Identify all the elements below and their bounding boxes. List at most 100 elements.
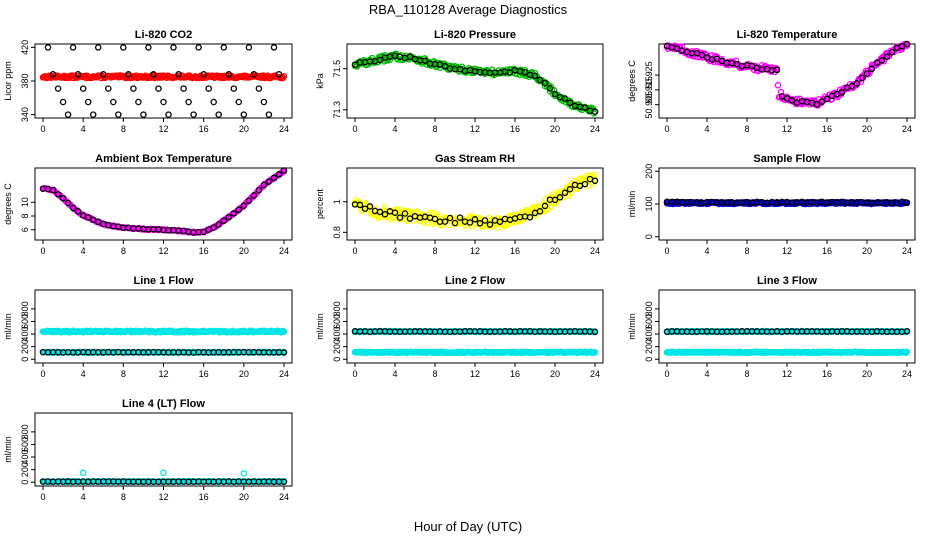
x-tick-label: 16 (510, 246, 520, 256)
data-point (135, 98, 142, 106)
data-point (838, 89, 846, 96)
data-point (240, 111, 248, 118)
data-point (84, 98, 92, 106)
data-point (361, 205, 369, 212)
series-2 (351, 52, 599, 115)
y-tick-label: 0 (644, 357, 654, 362)
data-point (481, 217, 489, 224)
data-point (235, 206, 243, 213)
data-point (130, 85, 137, 92)
y-tick-label: 100 (644, 196, 654, 211)
data-point (215, 221, 222, 228)
data-point (280, 328, 288, 335)
x-tick-label: 16 (822, 369, 832, 379)
y-tick-label: 50.915 (644, 76, 654, 104)
y-tick-label: 400 (644, 327, 654, 342)
data-point (275, 171, 283, 178)
x-tick-label: 0 (664, 246, 669, 256)
series-3 (663, 328, 911, 336)
data-point (59, 98, 67, 106)
data-point (391, 209, 399, 216)
series-1 (351, 50, 599, 117)
y-axis-label: ml/min (627, 191, 637, 218)
data-point (813, 101, 821, 108)
y-axis-label: ml/min (3, 313, 13, 340)
y-tick-label: 71.5 (332, 60, 342, 78)
data-point (49, 71, 57, 78)
x-tick-label: 24 (590, 369, 600, 379)
y-tick-label: 380 (20, 73, 30, 88)
panel-4: Ambient Box Temperature degrees C 0 4 8 12 16 2… (3, 153, 293, 256)
data-point (49, 186, 57, 194)
data-point (220, 217, 228, 224)
data-point (94, 44, 102, 51)
data-point (541, 79, 549, 87)
data-point (220, 44, 228, 51)
data-point (521, 69, 529, 76)
series-2 (663, 40, 911, 108)
y-axis-label: ml/min (3, 436, 13, 463)
x-tick-label: 12 (470, 124, 480, 134)
y-tick-label: 340 (20, 107, 30, 122)
series-3 (351, 328, 599, 336)
data-point (551, 196, 559, 204)
data-point (94, 218, 102, 226)
data-point (451, 219, 459, 227)
panel-title: Li-820 CO2 (135, 29, 192, 41)
y-axis-label: ml/min (315, 313, 325, 340)
panel-5: Gas Stream RH percent 0 4 8 12 16 20 24 0.8 1 (315, 153, 604, 256)
x-tick-label: 20 (862, 246, 872, 256)
data-point (516, 217, 524, 224)
data-point (848, 82, 856, 90)
x-tick-label: 24 (279, 246, 289, 256)
x-tick-label: 4 (81, 492, 86, 502)
data-point (863, 70, 871, 77)
x-tick-label: 12 (158, 124, 168, 134)
x-tick-label: 8 (432, 246, 437, 256)
x-tick-label: 0 (40, 246, 45, 256)
y-tick-label: 6 (20, 227, 30, 232)
panel-title: Gas Stream RH (435, 153, 515, 165)
y-tick-label: 600 (644, 314, 654, 329)
data-point (406, 53, 414, 60)
y-tick-label: 600 (332, 314, 342, 329)
data-point (591, 171, 599, 179)
y-tick-label: 200 (644, 339, 654, 354)
data-point (280, 478, 288, 485)
x-tick-label: 16 (510, 124, 520, 134)
y-tick-label: 50.905 (644, 91, 654, 119)
data-point (225, 213, 233, 221)
panel-3: Li-820 Temperature degrees C 0 4 8 12 16 20 24 50… (627, 29, 916, 134)
panel-title: Sample Flow (753, 153, 821, 165)
x-tick-label: 0 (40, 492, 45, 502)
data-point (430, 209, 438, 217)
x-tick-label: 12 (158, 246, 168, 256)
data-point (376, 56, 384, 64)
x-tick-label: 24 (279, 369, 289, 379)
x-tick-label: 24 (902, 124, 912, 134)
y-tick-label: 0 (644, 234, 654, 239)
data-point (260, 181, 268, 189)
data-point (591, 108, 599, 115)
data-point (230, 210, 238, 217)
x-tick-label: 8 (744, 246, 749, 256)
data-point (774, 82, 782, 89)
data-point (190, 111, 197, 118)
y-tick-label: 400 (20, 450, 30, 465)
data-point (536, 208, 544, 215)
data-point (175, 71, 182, 78)
data-point (210, 224, 217, 231)
data-point (230, 85, 238, 92)
data-point (823, 95, 831, 103)
y-tick-label: 200 (20, 462, 30, 477)
data-point (100, 71, 107, 78)
y-axis-label: degrees C (3, 183, 13, 225)
data-point (441, 62, 449, 70)
data-point (441, 218, 449, 225)
data-point (54, 85, 62, 92)
series-2 (351, 348, 599, 357)
data-point (54, 191, 62, 198)
x-tick-label: 20 (862, 369, 872, 379)
x-tick-label: 0 (664, 124, 669, 134)
